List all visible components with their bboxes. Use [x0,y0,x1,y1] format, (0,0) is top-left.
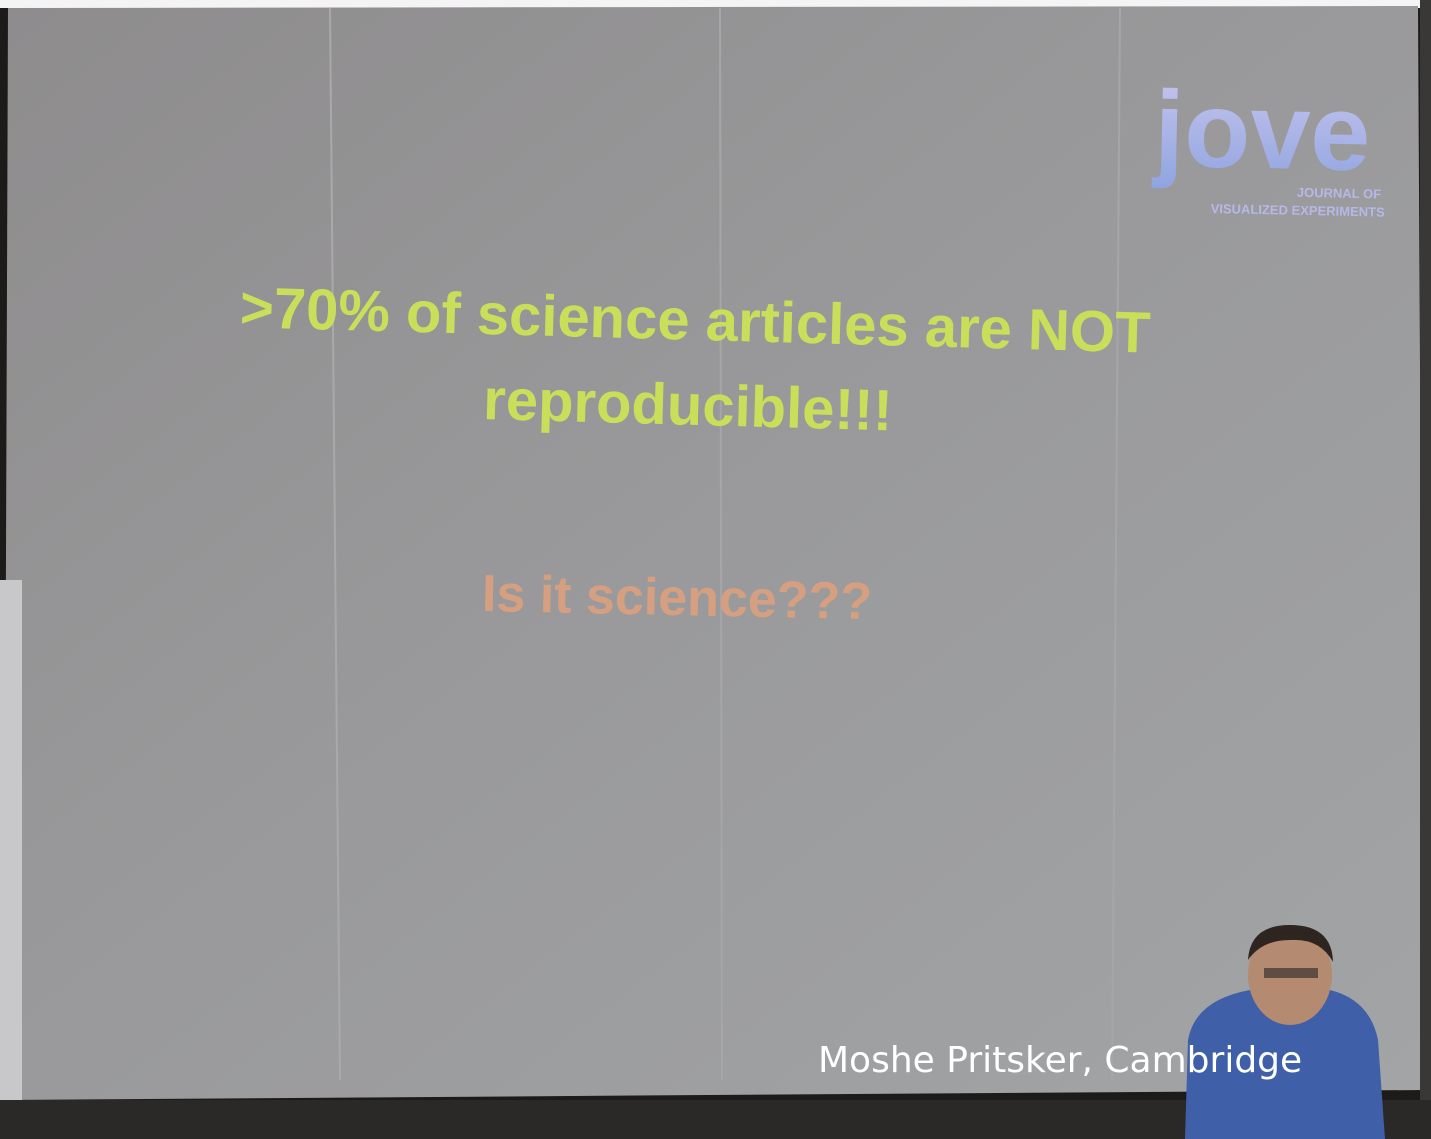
logo-line: JOURNAL OF [1297,185,1382,202]
screen-seam [1111,7,1121,1081]
screen-seam [719,7,723,1081]
projection-screen [4,6,1424,1100]
caption: Moshe Pritsker, Cambridge [818,1040,1302,1081]
top-strip [0,0,1431,8]
question: Is it science??? [481,565,872,631]
speaker [1185,925,1385,1139]
headline-line: reproducible!!! [482,367,893,443]
right-edge [1420,0,1431,1100]
left-wall [0,580,22,1100]
logo-word: jove [1151,68,1372,194]
logo-line: VISUALIZED EXPERIMENTS [1211,201,1386,220]
screen-seam [329,7,341,1081]
logo: jove JOURNAL OF VISUALIZED EXPERIMENTS [1151,68,1386,220]
